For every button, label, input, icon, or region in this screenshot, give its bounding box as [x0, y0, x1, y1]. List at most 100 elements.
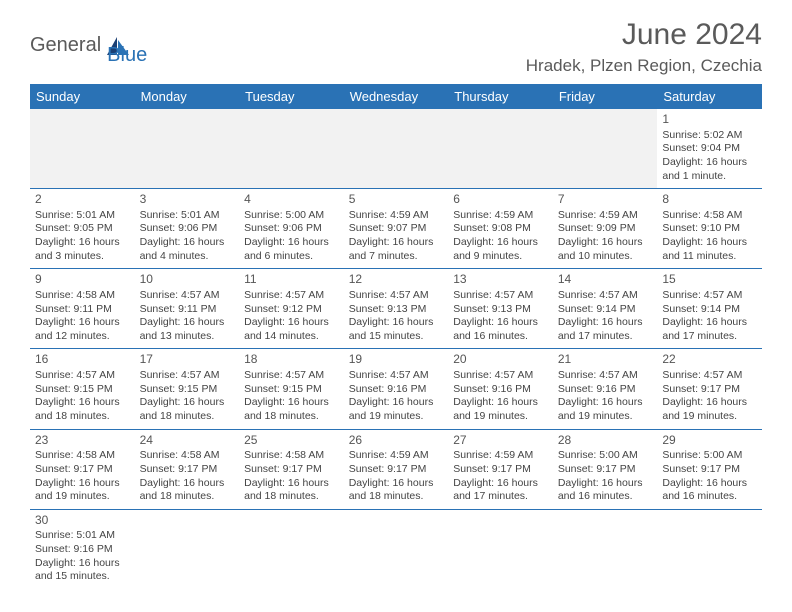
cell-text: Daylight: 16 hours [558, 477, 653, 491]
calendar-cell: 21Sunrise: 4:57 AMSunset: 9:16 PMDayligh… [553, 349, 658, 429]
calendar-cell [553, 109, 658, 189]
day-header: Wednesday [344, 84, 449, 109]
cell-text: Sunrise: 4:57 AM [244, 369, 339, 383]
cell-text: and 15 minutes. [35, 570, 130, 584]
calendar-cell [135, 509, 240, 589]
day-number: 28 [558, 433, 653, 449]
cell-text: and 14 minutes. [244, 330, 339, 344]
cell-text: and 19 minutes. [453, 410, 548, 424]
cell-text: Sunrise: 5:01 AM [35, 529, 130, 543]
day-number: 25 [244, 433, 339, 449]
cell-text: Sunrise: 4:59 AM [349, 449, 444, 463]
cell-text: Daylight: 16 hours [35, 396, 130, 410]
cell-text: and 11 minutes. [662, 250, 757, 264]
cell-text: Sunrise: 4:57 AM [453, 289, 548, 303]
day-number: 8 [662, 192, 757, 208]
calendar-cell: 26Sunrise: 4:59 AMSunset: 9:17 PMDayligh… [344, 429, 449, 509]
day-number: 27 [453, 433, 548, 449]
cell-text: Sunrise: 5:00 AM [244, 209, 339, 223]
day-header: Tuesday [239, 84, 344, 109]
calendar-cell [344, 509, 449, 589]
day-header: Saturday [657, 84, 762, 109]
cell-text: and 7 minutes. [349, 250, 444, 264]
day-number: 18 [244, 352, 339, 368]
calendar-row: 2Sunrise: 5:01 AMSunset: 9:05 PMDaylight… [30, 189, 762, 269]
cell-text: Daylight: 16 hours [35, 316, 130, 330]
cell-text: Sunrise: 5:02 AM [662, 129, 757, 143]
cell-text: Sunrise: 5:00 AM [662, 449, 757, 463]
cell-text: Daylight: 16 hours [244, 316, 339, 330]
day-number: 13 [453, 272, 548, 288]
cell-text: Daylight: 16 hours [349, 396, 444, 410]
cell-text: Daylight: 16 hours [35, 477, 130, 491]
day-number: 7 [558, 192, 653, 208]
cell-text: Sunrise: 4:57 AM [662, 369, 757, 383]
cell-text: and 19 minutes. [662, 410, 757, 424]
day-number: 2 [35, 192, 130, 208]
cell-text: Daylight: 16 hours [662, 236, 757, 250]
cell-text: Sunrise: 4:59 AM [453, 449, 548, 463]
cell-text: Sunrise: 4:57 AM [349, 369, 444, 383]
day-number: 29 [662, 433, 757, 449]
cell-text: Sunrise: 4:57 AM [349, 289, 444, 303]
calendar-cell [30, 109, 135, 189]
calendar-cell: 19Sunrise: 4:57 AMSunset: 9:16 PMDayligh… [344, 349, 449, 429]
calendar-cell [553, 509, 658, 589]
cell-text: and 19 minutes. [558, 410, 653, 424]
cell-text: Sunrise: 4:58 AM [35, 289, 130, 303]
day-header: Friday [553, 84, 658, 109]
cell-text: Sunset: 9:11 PM [140, 303, 235, 317]
day-number: 5 [349, 192, 444, 208]
cell-text: Daylight: 16 hours [140, 477, 235, 491]
cell-text: Sunrise: 4:57 AM [35, 369, 130, 383]
cell-text: Sunrise: 4:58 AM [35, 449, 130, 463]
cell-text: Sunset: 9:06 PM [244, 222, 339, 236]
day-number: 23 [35, 433, 130, 449]
day-number: 21 [558, 352, 653, 368]
cell-text: Daylight: 16 hours [453, 316, 548, 330]
calendar-cell: 27Sunrise: 4:59 AMSunset: 9:17 PMDayligh… [448, 429, 553, 509]
calendar-cell: 6Sunrise: 4:59 AMSunset: 9:08 PMDaylight… [448, 189, 553, 269]
cell-text: and 18 minutes. [140, 490, 235, 504]
cell-text: and 10 minutes. [558, 250, 653, 264]
day-number: 16 [35, 352, 130, 368]
cell-text: Daylight: 16 hours [244, 396, 339, 410]
day-number: 26 [349, 433, 444, 449]
cell-text: and 3 minutes. [35, 250, 130, 264]
cell-text: Sunset: 9:16 PM [558, 383, 653, 397]
calendar-row: 9Sunrise: 4:58 AMSunset: 9:11 PMDaylight… [30, 269, 762, 349]
cell-text: Sunset: 9:15 PM [35, 383, 130, 397]
day-number: 10 [140, 272, 235, 288]
cell-text: Sunset: 9:07 PM [349, 222, 444, 236]
logo: General Blue [30, 24, 147, 67]
cell-text: Sunrise: 4:58 AM [244, 449, 339, 463]
calendar-cell: 4Sunrise: 5:00 AMSunset: 9:06 PMDaylight… [239, 189, 344, 269]
calendar-cell [448, 109, 553, 189]
cell-text: Sunrise: 4:57 AM [140, 289, 235, 303]
cell-text: Sunrise: 4:58 AM [662, 209, 757, 223]
cell-text: Daylight: 16 hours [140, 316, 235, 330]
cell-text: Sunrise: 4:59 AM [558, 209, 653, 223]
cell-text: and 4 minutes. [140, 250, 235, 264]
cell-text: and 19 minutes. [35, 490, 130, 504]
cell-text: Daylight: 16 hours [453, 396, 548, 410]
cell-text: and 13 minutes. [140, 330, 235, 344]
day-number: 24 [140, 433, 235, 449]
cell-text: and 9 minutes. [453, 250, 548, 264]
calendar-cell: 22Sunrise: 4:57 AMSunset: 9:17 PMDayligh… [657, 349, 762, 429]
day-number: 1 [662, 112, 757, 128]
cell-text: and 12 minutes. [35, 330, 130, 344]
day-number: 11 [244, 272, 339, 288]
day-number: 19 [349, 352, 444, 368]
day-number: 20 [453, 352, 548, 368]
cell-text: and 17 minutes. [558, 330, 653, 344]
day-number: 6 [453, 192, 548, 208]
cell-text: Sunset: 9:17 PM [244, 463, 339, 477]
cell-text: Daylight: 16 hours [558, 236, 653, 250]
calendar-cell: 5Sunrise: 4:59 AMSunset: 9:07 PMDaylight… [344, 189, 449, 269]
cell-text: and 17 minutes. [662, 330, 757, 344]
day-number: 30 [35, 513, 130, 529]
calendar-cell [239, 109, 344, 189]
cell-text: and 16 minutes. [453, 330, 548, 344]
cell-text: Sunrise: 4:57 AM [558, 369, 653, 383]
